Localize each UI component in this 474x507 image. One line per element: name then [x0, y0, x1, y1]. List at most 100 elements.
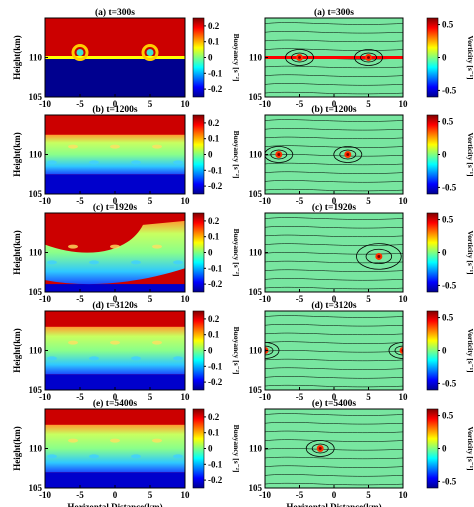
panel-title: (c) t=1920s [93, 202, 137, 213]
colorbar-label: Buoyancy [s⁻²] [232, 131, 241, 179]
colorbar-tick-label: -0.1 [208, 361, 223, 371]
y-tick-label: 110 [29, 346, 43, 356]
x-tick-label: -5 [296, 196, 304, 206]
turbulent-eddy-0 [47, 454, 57, 459]
interface-band [45, 56, 185, 59]
panel-left-0: (a) t=300s -10 -5 0 5 10 105 110 Height(km) 0.2 0.… [12, 7, 241, 109]
mixing-layer [45, 424, 185, 473]
vortex-contour-inner-0 [311, 443, 329, 454]
streamline-3 [265, 358, 403, 362]
streamline-8 [265, 315, 403, 318]
vortex-center-0 [277, 153, 281, 156]
streamline-8 [265, 217, 403, 220]
vortex-center-1 [367, 56, 370, 59]
x-tick-label: -10 [39, 99, 51, 109]
colorbar-label: Vorticity [s⁻¹] [466, 132, 474, 176]
x-tick-label: 10 [399, 294, 409, 304]
x-tick-label: 0 [332, 392, 337, 402]
colorbar-tick-label: 0 [442, 53, 447, 63]
colorbar-tick-label: 0 [442, 444, 447, 454]
panel-left-2: (c) t=1920s -10 -5 0 5 10 105 110 Height(km) 0.2 0… [12, 202, 241, 304]
x-tick-label: 10 [399, 490, 409, 500]
streamline-6 [265, 430, 403, 434]
panel-right-3: (d) t=3120s -10 -5 0 5 10 105 110 0.5 0 -0.5 Vortic… [249, 300, 474, 402]
x-tick-label: 0 [332, 490, 337, 500]
x-tick-label: 5 [148, 294, 153, 304]
panel-right-0: (a) t=300s -10 -5 0 5 10 105 110 0.5 0 -0.5 Vortici… [249, 7, 474, 109]
x-tick-label: 5 [366, 196, 371, 206]
lower-layer [45, 57, 185, 97]
turbulent-eddy-2 [89, 356, 99, 361]
x-tick-label: 0 [332, 294, 337, 304]
y-tick-label: 110 [249, 444, 263, 454]
x-tick-label: 0 [113, 294, 118, 304]
colorbar-tick-label: 0.1 [208, 428, 220, 438]
streamline-7 [265, 324, 403, 327]
streamline-6 [265, 136, 403, 140]
lower-layer [45, 284, 185, 292]
colorbar-tick-label: 0.5 [442, 215, 454, 225]
x-tick-label: 5 [366, 99, 371, 109]
x-tick-label: 10 [399, 196, 409, 206]
vortex-contour-1 [388, 342, 403, 359]
colorbar-tick-label: -0.1 [208, 165, 223, 175]
x-tick-label: -10 [259, 490, 271, 500]
colorbar-tick-label: -0.2 [208, 377, 223, 387]
turbulent-eddy-4 [131, 454, 141, 459]
x-tick-label: 0 [113, 490, 118, 500]
mixing-layer [45, 220, 185, 285]
vortex-contour-inner-1 [394, 345, 403, 356]
colorbar-tick-label: 0.1 [208, 232, 220, 242]
turbulent-eddy-2 [89, 260, 99, 265]
streamline-8 [265, 119, 403, 122]
streamline-6 [265, 332, 403, 336]
x-tick-label: -10 [39, 490, 51, 500]
streamline-5 [265, 243, 403, 246]
x-tick-label: 10 [181, 294, 191, 304]
colorbar-tick-label: 0.5 [442, 313, 454, 323]
panel-title: (a) t=300s [314, 7, 354, 18]
streamline-1 [265, 376, 403, 379]
streamline-6 [265, 39, 403, 43]
colorbar-tick-label: -0.5 [442, 476, 457, 486]
turbulent-eddy-5 [152, 438, 162, 443]
streamline-5 [265, 341, 403, 344]
vortex-contour-0 [265, 146, 294, 163]
vortex-contour-inner-0 [265, 345, 274, 356]
y-tick-label: 105 [29, 287, 43, 297]
colorbar-tick-label: 0.5 [442, 411, 454, 421]
turbulent-eddy-0 [47, 356, 57, 361]
y-tick-label: 110 [249, 346, 263, 356]
y-tick-label: 105 [249, 483, 263, 493]
streamline-1 [265, 83, 403, 86]
colorbar-tick-label: 0 [208, 53, 213, 63]
y-axis-label: Height(km) [12, 426, 22, 471]
x-tick-label: 5 [366, 392, 371, 402]
streamline-0 [265, 482, 403, 486]
heatmap-field [45, 115, 185, 194]
heatmap-field [45, 409, 185, 488]
streamline-0 [265, 286, 403, 290]
x-tick-label: -5 [76, 392, 84, 402]
panel-title: (e) t=5400s [93, 398, 137, 409]
x-tick-label: -5 [76, 490, 84, 500]
panel-right-2: (c) t=1920s -10 -5 0 5 10 105 110 0.5 0 -0.5 Vortic… [249, 202, 474, 304]
panel-title: (d) t=3120s [92, 300, 138, 311]
colorbar-tick-label: 0.2 [208, 412, 220, 422]
vortex-contour-1 [354, 49, 383, 66]
colorbar-tick-label: 0.1 [208, 134, 220, 144]
turbulent-eddy-1 [68, 438, 78, 443]
x-tick-label: -5 [76, 196, 84, 206]
vortex-contour-inner-0 [365, 248, 393, 265]
x-tick-label: 0 [332, 99, 337, 109]
vortex-contour-0 [356, 243, 402, 270]
turbulent-eddy-5 [152, 244, 162, 249]
streamline-3 [265, 456, 403, 460]
x-tick-label: 10 [399, 392, 409, 402]
streamline-2 [265, 269, 403, 272]
streamline-6 [265, 234, 403, 238]
x-tick-label: -10 [259, 294, 271, 304]
streamline-0 [265, 384, 403, 388]
streamline-0 [265, 91, 403, 95]
x-tick-label: -10 [39, 392, 51, 402]
